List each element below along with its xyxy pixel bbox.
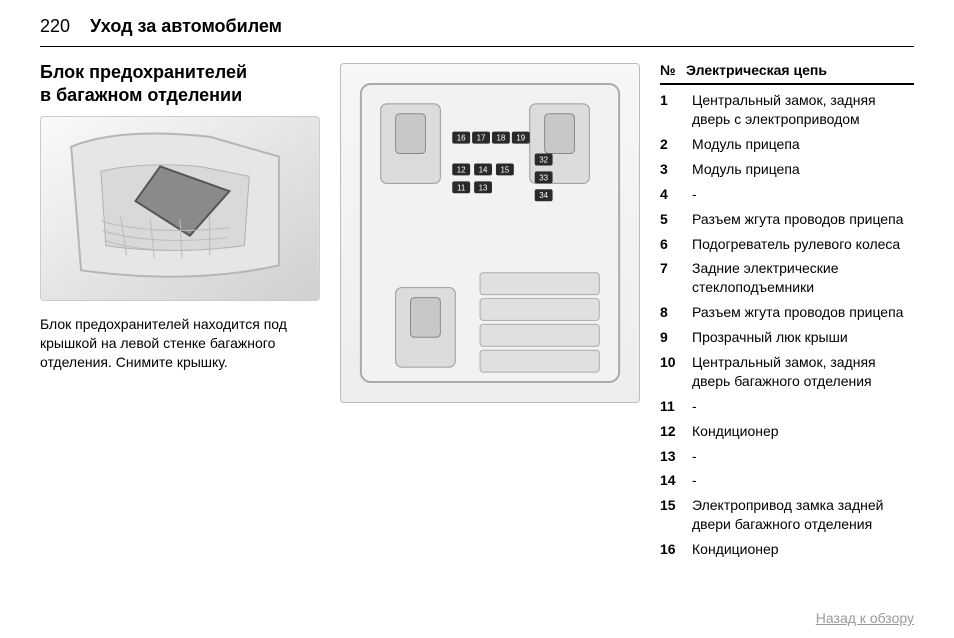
row-number: 9 (660, 328, 686, 347)
svg-text:11: 11 (457, 184, 466, 193)
row-number: 15 (660, 496, 686, 534)
column-middle: 16 17 18 19 12 14 15 11 13 32 33 34 (340, 61, 640, 565)
fuse-label-14: 14 (474, 164, 492, 176)
table-row: 10Центральный замок, задняя дверь багажн… (660, 353, 914, 391)
fuse-label-34: 34 (535, 190, 553, 202)
table-row: 8 Разъем жгута проводов прицепа (660, 303, 914, 322)
fuse-box-diagram: 16 17 18 19 12 14 15 11 13 32 33 34 (340, 63, 640, 403)
row-number: 12 (660, 422, 686, 441)
row-number: 4 (660, 185, 686, 204)
fuse-label-17: 17 (472, 132, 490, 144)
fuse-table-body: 1Центральный замок, задняя дверь с элект… (660, 91, 914, 559)
row-desc: Прозрачный люк крыши (692, 328, 914, 347)
row-number: 13 (660, 447, 686, 466)
table-row: 13- (660, 447, 914, 466)
table-row: 7Задние электрические стеклоподъемники (660, 259, 914, 297)
fuse-label-16: 16 (452, 132, 470, 144)
fuse-label-15: 15 (496, 164, 514, 176)
row-number: 6 (660, 235, 686, 254)
row-desc: Разъем жгута проводов прицепа (692, 210, 914, 229)
row-desc: Модуль прицепа (692, 160, 914, 179)
row-desc: Центральный замок, задняя дверь багажног… (692, 353, 914, 391)
row-desc: Кондиционер (692, 422, 914, 441)
table-row: 5 Разъем жгута проводов прицепа (660, 210, 914, 229)
svg-text:12: 12 (457, 166, 466, 175)
table-row: 2 Модуль прицепа (660, 135, 914, 154)
page-number: 220 (40, 14, 70, 38)
row-desc: Разъем жгута проводов прицепа (692, 303, 914, 322)
row-number: 3 (660, 160, 686, 179)
table-row: 14- (660, 471, 914, 490)
row-desc: Подогреватель рулевого колеса (692, 235, 914, 254)
row-desc: Электропривод замка задней двери багажно… (692, 496, 914, 534)
row-number: 11 (660, 397, 686, 416)
fuse-label-19: 19 (512, 132, 530, 144)
fuse-table-header: № Электрическая цепь (660, 61, 914, 85)
row-number: 7 (660, 259, 686, 297)
row-desc: - (692, 447, 914, 466)
row-number: 8 (660, 303, 686, 322)
row-number: 5 (660, 210, 686, 229)
table-row: 15Электропривод замка задней двери багаж… (660, 496, 914, 534)
row-number: 14 (660, 471, 686, 490)
table-header-num: № (660, 61, 686, 80)
section-title-line2: в багажном отделении (40, 85, 242, 105)
svg-text:15: 15 (500, 166, 509, 175)
fuse-label-32: 32 (535, 154, 553, 166)
page-header: 220 Уход за автомобилем (40, 14, 914, 38)
svg-text:19: 19 (516, 134, 525, 143)
table-row: 3 Модуль прицепа (660, 160, 914, 179)
svg-text:33: 33 (539, 174, 548, 183)
table-row: 4- (660, 185, 914, 204)
row-desc: - (692, 185, 914, 204)
table-row: 6 Подогреватель рулевого колеса (660, 235, 914, 254)
column-left: Блок предохранителей в багажном отделени… (40, 61, 320, 565)
row-number: 2 (660, 135, 686, 154)
fuse-label-11: 11 (452, 182, 470, 194)
back-to-overview-link[interactable]: Назад к обзору (816, 609, 914, 628)
svg-text:18: 18 (497, 134, 506, 143)
table-row: 12 Кондиционер (660, 422, 914, 441)
row-desc: - (692, 471, 914, 490)
fuse-label-33: 33 (535, 172, 553, 184)
svg-text:34: 34 (539, 192, 548, 201)
section-title: Блок предохранителей в багажном отделени… (40, 61, 320, 106)
table-row: 16 Кондиционер (660, 540, 914, 559)
row-desc: Задние электрические стеклоподъемники (692, 259, 914, 297)
header-rule (40, 46, 914, 47)
fuse-label-12: 12 (452, 164, 470, 176)
svg-text:16: 16 (457, 134, 466, 143)
table-row: 1Центральный замок, задняя дверь с элект… (660, 91, 914, 129)
svg-text:32: 32 (539, 156, 548, 165)
svg-text:13: 13 (479, 184, 488, 193)
fuse-label-13: 13 (474, 182, 492, 194)
row-desc: - (692, 397, 914, 416)
row-number: 1 (660, 91, 686, 129)
row-desc: Модуль прицепа (692, 135, 914, 154)
illustration-trunk-panel (40, 116, 320, 301)
section-title-line1: Блок предохранителей (40, 62, 247, 82)
column-right: № Электрическая цепь 1Центральный замок,… (660, 61, 914, 565)
table-header-desc: Электрическая цепь (686, 61, 914, 80)
row-number: 16 (660, 540, 686, 559)
body-paragraph: Блок предохранителей находится под крышк… (40, 315, 320, 372)
svg-text:14: 14 (479, 166, 488, 175)
fuse-label-18: 18 (492, 132, 510, 144)
row-desc: Центральный замок, задняя дверь с электр… (692, 91, 914, 129)
row-number: 10 (660, 353, 686, 391)
row-desc: Кондиционер (692, 540, 914, 559)
table-row: 11- (660, 397, 914, 416)
svg-text:17: 17 (477, 134, 486, 143)
chapter-title: Уход за автомобилем (90, 14, 282, 38)
table-row: 9 Прозрачный люк крыши (660, 328, 914, 347)
